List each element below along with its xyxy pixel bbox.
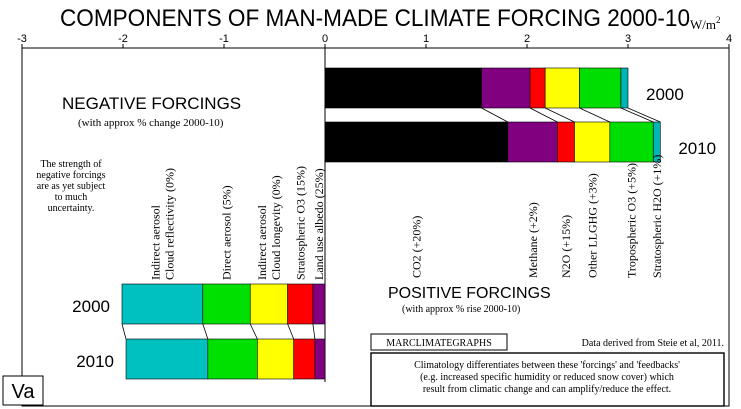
negative-connector xyxy=(312,323,316,340)
positive-bar-segment xyxy=(481,67,531,109)
footnote-line: result from climatic change and can ampl… xyxy=(423,384,671,395)
uncertainty-note-line: negative forcings xyxy=(36,170,105,181)
negative-bar-segment xyxy=(207,338,258,380)
negative-bar-segment xyxy=(249,283,288,325)
negative-component-label: Cloud longevity (0%) xyxy=(269,175,283,280)
uncertainty-note-line: The strength of xyxy=(40,159,102,170)
negative-connector xyxy=(202,323,209,340)
negative-bar-segment xyxy=(202,283,251,325)
uncertainty-note-line: to much xyxy=(55,192,88,203)
negative-component-label: Indirect aerosol xyxy=(255,204,269,280)
uncertainty-note-line: are as yet subject xyxy=(37,181,106,192)
positive-component-label: Methane (+2%) xyxy=(526,202,540,278)
footnote-box xyxy=(370,352,725,407)
positive-bar-segment xyxy=(620,67,629,109)
footnote-line: (e.g. increased specific humidity or red… xyxy=(420,372,674,383)
positive-bar-segment xyxy=(609,121,654,163)
positive-connector xyxy=(620,107,654,123)
negative-subheading: (with approx % change 2000-10) xyxy=(78,117,224,129)
negative-bar-segment xyxy=(312,283,326,325)
negative-component-label: Cloud reflectivity (0%) xyxy=(163,168,177,280)
negative-bar-segment xyxy=(314,338,326,380)
negative-bar-segment xyxy=(287,283,314,325)
positive-bar-segment xyxy=(556,121,575,163)
positive-bar-segment xyxy=(652,121,661,163)
uncertainty-note-line: uncertainty. xyxy=(48,203,95,214)
positive-connector xyxy=(627,107,661,123)
negative-bar-segment xyxy=(121,283,204,325)
negative-component-label: Direct aerosol (5%) xyxy=(220,185,234,280)
footnote-line: Climatology differentiates between these… xyxy=(414,360,680,371)
unit-base: W/m xyxy=(690,17,716,32)
positive-year-label: 2010 xyxy=(678,139,716,158)
positive-component-label: CO2 (+20%) xyxy=(410,216,424,278)
x-tick-label: 1 xyxy=(423,33,429,45)
badge-label: Va xyxy=(12,381,36,403)
x-tick-label: 2 xyxy=(524,33,530,45)
unit-exponent: 2 xyxy=(716,15,721,25)
negative-bar-segment xyxy=(257,338,294,380)
positive-bar-segment xyxy=(507,121,558,163)
positive-component-label: Tropospheric O3 (+5%) xyxy=(625,163,639,278)
source-note: Data derived from Steie et al, 2011. xyxy=(582,338,724,349)
negative-component-label: Indirect aerosol xyxy=(149,204,163,280)
negative-component-label: Land use albedo (25%) xyxy=(312,168,326,280)
positive-bar-segment xyxy=(324,67,482,109)
positive-subheading: (with approx % rise 2000-10) xyxy=(402,304,520,315)
x-tick-label: -1 xyxy=(219,33,229,45)
negative-bar-segment xyxy=(125,338,209,380)
x-tick-label: 3 xyxy=(625,33,631,45)
x-tick-label: -3 xyxy=(17,33,27,45)
chart-title: COMPONENTS OF MAN-MADE CLIMATE FORCING 2… xyxy=(60,5,690,32)
x-tick-label: -2 xyxy=(118,33,128,45)
negative-component-label: Stratospheric O3 (15%) xyxy=(293,166,307,280)
positive-connector xyxy=(529,107,558,123)
positive-bar-segment xyxy=(579,67,622,109)
x-tick-label: 0 xyxy=(322,33,328,45)
positive-heading: POSITIVE FORCINGS xyxy=(388,285,551,302)
brand-label: MARCLIMATEGRAPHS xyxy=(386,338,492,349)
negative-year-label: 2010 xyxy=(76,352,114,371)
positive-component-label: Stratospheric H2O (+1%) xyxy=(650,155,664,278)
brand-box xyxy=(370,333,508,351)
negative-heading: NEGATIVE FORCINGS xyxy=(62,94,241,113)
negative-year-label: 2000 xyxy=(72,297,110,316)
positive-connector xyxy=(545,107,575,123)
unit-label: W/m2 xyxy=(690,15,721,32)
negative-bar-segment xyxy=(293,338,316,380)
negative-connector xyxy=(249,323,258,340)
positive-bar-segment xyxy=(574,121,611,163)
positive-bar-segment xyxy=(544,67,580,109)
positive-year-label: 2000 xyxy=(646,85,684,104)
positive-bar-segment xyxy=(324,121,509,163)
positive-connector xyxy=(481,107,508,123)
positive-bar-segment xyxy=(529,67,546,109)
negative-connector xyxy=(121,323,127,340)
positive-connector xyxy=(579,107,610,123)
badge-box xyxy=(2,375,44,406)
positive-component-label: Other LLGHG (+3%) xyxy=(585,173,599,278)
negative-connector xyxy=(287,323,295,340)
x-tick-label: 4 xyxy=(726,33,732,45)
positive-component-label: N2O (+15%) xyxy=(559,215,573,278)
